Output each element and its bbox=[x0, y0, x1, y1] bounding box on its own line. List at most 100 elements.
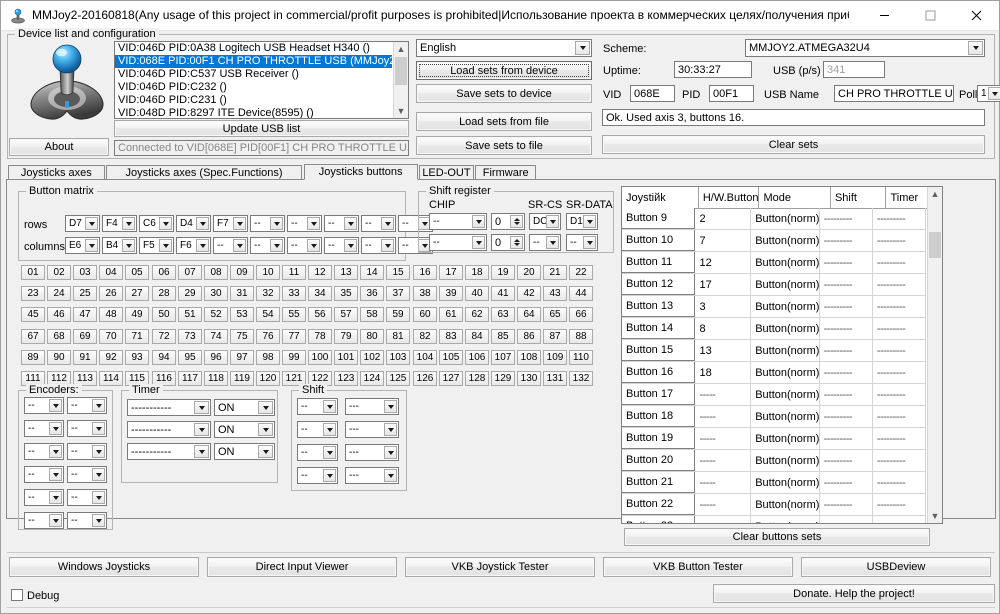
grid-cell-shift[interactable]: --------- bbox=[820, 230, 873, 251]
chevron-down-icon[interactable] bbox=[159, 239, 172, 252]
grid-cell-shift[interactable]: --------- bbox=[820, 296, 873, 317]
language-combo[interactable]: English bbox=[416, 39, 592, 57]
encoder-3-a-combo[interactable]: -- bbox=[24, 443, 64, 460]
spinner-arrows-icon[interactable] bbox=[510, 236, 523, 249]
chevron-down-icon[interactable] bbox=[472, 236, 485, 249]
button-number-127[interactable]: 127 bbox=[439, 371, 463, 386]
chevron-down-icon[interactable] bbox=[384, 400, 397, 413]
chevron-down-icon[interactable] bbox=[49, 422, 62, 435]
grid-cell-timer[interactable]: --------- bbox=[873, 428, 926, 449]
button-number-73[interactable]: 73 bbox=[178, 329, 202, 344]
usb-device-listbox[interactable]: VID:046D PID:0A38 Logitech USB Headset H… bbox=[114, 41, 409, 119]
button-number-128[interactable]: 128 bbox=[465, 371, 489, 386]
button-number-13[interactable]: 13 bbox=[334, 265, 358, 280]
button-number-92[interactable]: 92 bbox=[99, 350, 123, 365]
button-number-09[interactable]: 09 bbox=[230, 265, 254, 280]
button-number-64[interactable]: 64 bbox=[517, 307, 541, 322]
button-number-130[interactable]: 130 bbox=[517, 371, 541, 386]
button-number-78[interactable]: 78 bbox=[308, 329, 332, 344]
chevron-down-icon[interactable] bbox=[49, 399, 62, 412]
button-number-16[interactable]: 16 bbox=[413, 265, 437, 280]
button-number-81[interactable]: 81 bbox=[386, 329, 410, 344]
scroll-up-icon[interactable]: ▲ bbox=[396, 44, 406, 54]
clear-buttons-sets-button[interactable]: Clear buttons sets bbox=[624, 528, 930, 546]
button-number-90[interactable]: 90 bbox=[47, 350, 71, 365]
grid-cell-shift[interactable]: --------- bbox=[820, 450, 873, 471]
table-row[interactable]: Button 20 ----- Button(norm) --------- -----… bbox=[622, 450, 926, 472]
sr-count-2-spinner[interactable]: 0 bbox=[491, 234, 525, 251]
load-sets-from-file-button[interactable]: Load sets from file bbox=[416, 112, 592, 131]
grid-header-mode[interactable]: Mode bbox=[759, 187, 831, 208]
save-sets-to-device-button[interactable]: Save sets to device bbox=[416, 84, 592, 103]
matrix-row-2-combo[interactable]: F4 bbox=[102, 215, 137, 232]
tab-firmware[interactable]: Firmware bbox=[475, 165, 537, 180]
button-number-37[interactable]: 37 bbox=[386, 286, 410, 301]
grid-cell-joystick[interactable]: Button 12 bbox=[622, 274, 696, 295]
button-number-57[interactable]: 57 bbox=[334, 307, 358, 322]
grid-cell-hw[interactable]: ----- bbox=[695, 516, 752, 523]
chevron-down-icon[interactable] bbox=[233, 239, 246, 252]
button-number-101[interactable]: 101 bbox=[334, 350, 358, 365]
button-number-55[interactable]: 55 bbox=[282, 307, 306, 322]
grid-cell-joystick[interactable]: Button 17 bbox=[622, 384, 696, 405]
sr-chip-1-combo[interactable]: -- bbox=[429, 213, 487, 230]
button-number-63[interactable]: 63 bbox=[491, 307, 515, 322]
button-number-123[interactable]: 123 bbox=[334, 371, 358, 386]
table-row[interactable]: Button 16 18 Button(norm) --------- --------… bbox=[622, 362, 926, 384]
button-number-70[interactable]: 70 bbox=[99, 329, 123, 344]
matrix-column-9-combo[interactable]: -- bbox=[361, 237, 396, 254]
matrix-row-8-combo[interactable]: -- bbox=[324, 215, 359, 232]
button-number-39[interactable]: 39 bbox=[439, 286, 463, 301]
chevron-down-icon[interactable] bbox=[258, 401, 273, 414]
grid-cell-shift[interactable]: --------- bbox=[820, 494, 873, 515]
button-number-04[interactable]: 04 bbox=[99, 265, 123, 280]
spinner-arrows-icon[interactable] bbox=[510, 215, 523, 228]
button-number-40[interactable]: 40 bbox=[465, 286, 489, 301]
button-number-76[interactable]: 76 bbox=[256, 329, 280, 344]
button-number-114[interactable]: 114 bbox=[99, 371, 123, 386]
button-number-93[interactable]: 93 bbox=[125, 350, 149, 365]
chevron-down-icon[interactable] bbox=[85, 217, 98, 230]
chevron-down-icon[interactable] bbox=[575, 41, 590, 55]
grid-cell-shift[interactable]: --------- bbox=[820, 208, 873, 229]
timer-1-state-combo[interactable]: ON bbox=[214, 399, 275, 416]
button-number-91[interactable]: 91 bbox=[73, 350, 97, 365]
grid-cell-mode[interactable]: Button(norm) bbox=[751, 208, 820, 229]
matrix-row-3-combo[interactable]: C6 bbox=[139, 215, 174, 232]
shift-1-a-combo[interactable]: -- bbox=[297, 398, 338, 415]
grid-cell-hw[interactable]: 3 bbox=[695, 296, 752, 317]
button-number-71[interactable]: 71 bbox=[125, 329, 149, 344]
chevron-down-icon[interactable] bbox=[323, 400, 336, 413]
sr-cs-2-combo[interactable]: -- bbox=[529, 234, 561, 251]
button-number-31[interactable]: 31 bbox=[230, 286, 254, 301]
button-number-94[interactable]: 94 bbox=[152, 350, 176, 365]
load-sets-from-device-button[interactable]: Load sets from device bbox=[416, 61, 592, 80]
chevron-down-icon[interactable] bbox=[384, 446, 397, 459]
grid-cell-hw[interactable]: 7 bbox=[695, 230, 752, 251]
chevron-down-icon[interactable] bbox=[968, 41, 983, 55]
button-number-58[interactable]: 58 bbox=[360, 307, 384, 322]
encoder-4-a-combo[interactable]: -- bbox=[24, 466, 64, 483]
grid-cell-shift[interactable]: --------- bbox=[820, 274, 873, 295]
grid-cell-timer[interactable]: --------- bbox=[873, 362, 926, 383]
button-number-121[interactable]: 121 bbox=[282, 371, 306, 386]
tab-joysticks-axes[interactable]: Joysticks axes bbox=[8, 165, 105, 180]
button-number-79[interactable]: 79 bbox=[334, 329, 358, 344]
grid-cell-hw[interactable]: ----- bbox=[695, 384, 752, 405]
grid-cell-timer[interactable]: --------- bbox=[873, 230, 926, 251]
tool-usbdeview-button[interactable]: USBDeview bbox=[801, 557, 991, 577]
grid-cell-joystick[interactable]: Button 13 bbox=[622, 296, 696, 317]
grid-cell-joystick[interactable]: Button 20 bbox=[622, 450, 696, 471]
grid-cell-timer[interactable]: --------- bbox=[873, 450, 926, 471]
shift-3-a-combo[interactable]: -- bbox=[297, 444, 338, 461]
grid-cell-mode[interactable]: Button(norm) bbox=[751, 296, 820, 317]
chevron-down-icon[interactable] bbox=[472, 215, 485, 228]
button-number-116[interactable]: 116 bbox=[152, 371, 176, 386]
button-number-82[interactable]: 82 bbox=[413, 329, 437, 344]
button-number-32[interactable]: 32 bbox=[256, 286, 280, 301]
button-number-36[interactable]: 36 bbox=[360, 286, 384, 301]
chevron-down-icon[interactable] bbox=[196, 239, 209, 252]
button-number-23[interactable]: 23 bbox=[21, 286, 45, 301]
button-number-69[interactable]: 69 bbox=[73, 329, 97, 344]
button-number-96[interactable]: 96 bbox=[204, 350, 228, 365]
